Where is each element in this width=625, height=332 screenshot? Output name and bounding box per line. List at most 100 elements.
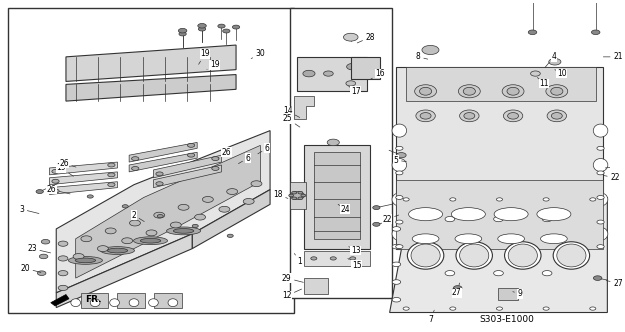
Circle shape bbox=[52, 169, 59, 173]
Polygon shape bbox=[304, 145, 370, 249]
Circle shape bbox=[227, 189, 238, 195]
Ellipse shape bbox=[141, 238, 161, 243]
Circle shape bbox=[219, 206, 230, 212]
Circle shape bbox=[178, 205, 189, 210]
Circle shape bbox=[597, 171, 604, 175]
Ellipse shape bbox=[494, 208, 528, 221]
Bar bbox=[289, 8, 392, 298]
Circle shape bbox=[346, 81, 356, 86]
Circle shape bbox=[198, 24, 206, 28]
Circle shape bbox=[212, 157, 219, 161]
Circle shape bbox=[156, 182, 163, 186]
Circle shape bbox=[543, 198, 549, 201]
Ellipse shape bbox=[537, 208, 571, 221]
Ellipse shape bbox=[416, 110, 436, 122]
Text: 12: 12 bbox=[282, 289, 302, 300]
Circle shape bbox=[392, 227, 401, 231]
Ellipse shape bbox=[411, 244, 440, 267]
Circle shape bbox=[132, 167, 139, 170]
Text: S303-E1000: S303-E1000 bbox=[479, 315, 534, 324]
Circle shape bbox=[202, 197, 213, 203]
Ellipse shape bbox=[456, 242, 493, 269]
Ellipse shape bbox=[464, 113, 475, 119]
Ellipse shape bbox=[409, 208, 442, 221]
Circle shape bbox=[292, 197, 297, 200]
Polygon shape bbox=[304, 251, 370, 266]
Text: 8: 8 bbox=[416, 52, 428, 61]
Text: 27: 27 bbox=[452, 283, 461, 297]
Circle shape bbox=[178, 29, 187, 33]
Text: 16: 16 bbox=[370, 69, 385, 79]
Circle shape bbox=[154, 212, 165, 218]
Circle shape bbox=[591, 30, 600, 35]
Circle shape bbox=[98, 246, 108, 252]
Text: 9: 9 bbox=[513, 289, 522, 298]
Ellipse shape bbox=[71, 299, 81, 306]
Circle shape bbox=[597, 220, 604, 224]
Circle shape bbox=[58, 285, 68, 290]
Circle shape bbox=[39, 254, 48, 259]
Circle shape bbox=[396, 171, 403, 175]
Circle shape bbox=[73, 254, 84, 259]
Polygon shape bbox=[289, 182, 306, 209]
Text: 18: 18 bbox=[273, 190, 288, 199]
Text: 20: 20 bbox=[21, 264, 41, 273]
Ellipse shape bbox=[551, 113, 562, 119]
Ellipse shape bbox=[503, 110, 522, 122]
Polygon shape bbox=[66, 75, 236, 101]
Circle shape bbox=[198, 27, 206, 31]
Circle shape bbox=[122, 205, 128, 208]
Circle shape bbox=[232, 25, 240, 29]
Polygon shape bbox=[192, 190, 270, 249]
Text: 7: 7 bbox=[428, 310, 434, 324]
Ellipse shape bbox=[541, 234, 568, 244]
Circle shape bbox=[496, 307, 502, 310]
Circle shape bbox=[324, 71, 333, 76]
Text: 1: 1 bbox=[294, 254, 302, 266]
Text: 15: 15 bbox=[348, 258, 361, 270]
Circle shape bbox=[58, 241, 68, 246]
Circle shape bbox=[156, 172, 163, 176]
Ellipse shape bbox=[498, 234, 524, 244]
Circle shape bbox=[52, 189, 59, 193]
Polygon shape bbox=[314, 152, 361, 239]
Ellipse shape bbox=[502, 85, 524, 98]
Polygon shape bbox=[153, 165, 221, 188]
Ellipse shape bbox=[546, 85, 568, 98]
Circle shape bbox=[597, 196, 604, 200]
Circle shape bbox=[590, 198, 596, 201]
Circle shape bbox=[392, 262, 401, 267]
Circle shape bbox=[194, 214, 206, 220]
Circle shape bbox=[105, 228, 116, 234]
Ellipse shape bbox=[508, 113, 519, 119]
Ellipse shape bbox=[553, 242, 589, 269]
Polygon shape bbox=[294, 96, 314, 119]
Text: 30: 30 bbox=[251, 49, 265, 58]
Circle shape bbox=[496, 198, 502, 201]
Text: 6: 6 bbox=[239, 154, 250, 164]
Circle shape bbox=[251, 181, 262, 187]
Polygon shape bbox=[56, 130, 270, 293]
Circle shape bbox=[494, 216, 503, 222]
Ellipse shape bbox=[392, 124, 407, 137]
Circle shape bbox=[179, 32, 186, 36]
Ellipse shape bbox=[90, 299, 100, 306]
Circle shape bbox=[192, 224, 198, 228]
Circle shape bbox=[52, 179, 59, 183]
Polygon shape bbox=[389, 198, 608, 312]
Ellipse shape bbox=[134, 237, 168, 245]
Ellipse shape bbox=[68, 257, 102, 264]
Text: 22: 22 bbox=[382, 214, 399, 223]
Circle shape bbox=[396, 220, 403, 224]
Text: 28: 28 bbox=[357, 33, 375, 43]
Circle shape bbox=[344, 33, 358, 41]
Polygon shape bbox=[49, 162, 118, 175]
Ellipse shape bbox=[173, 228, 194, 233]
Circle shape bbox=[158, 214, 163, 218]
Circle shape bbox=[298, 191, 302, 194]
Circle shape bbox=[88, 195, 93, 198]
Circle shape bbox=[396, 153, 406, 158]
Text: 19: 19 bbox=[207, 60, 219, 70]
Circle shape bbox=[289, 194, 294, 197]
Text: 26: 26 bbox=[47, 185, 70, 194]
